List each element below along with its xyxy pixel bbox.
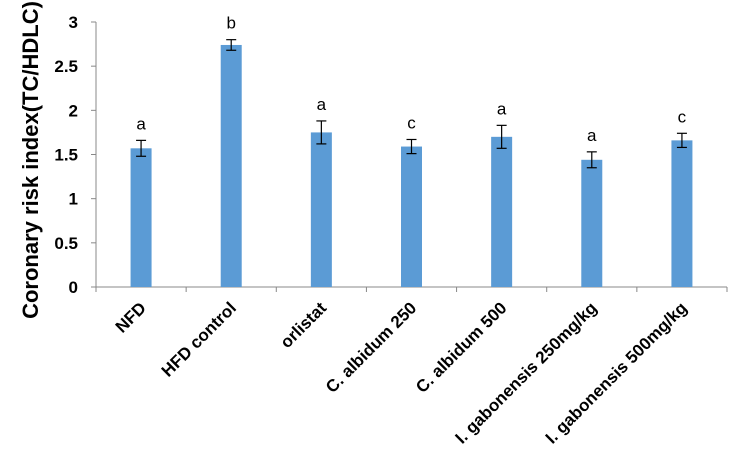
x-tick-label: NFD	[112, 298, 150, 336]
y-tick-label: 2.5	[54, 57, 78, 76]
error-bars	[136, 39, 687, 169]
error-bar	[316, 120, 327, 145]
error-bar	[226, 39, 237, 51]
significance-label: a	[136, 114, 146, 133]
y-tick-label: 1.5	[54, 146, 78, 165]
y-tick-label: 0.5	[54, 234, 78, 253]
bar	[671, 140, 693, 287]
x-tick-label: C. albidum 500	[412, 298, 510, 396]
x-tick-label: HFD control	[158, 298, 240, 380]
significance-label: c	[678, 107, 687, 126]
significance-labels: a b a c a a c	[136, 14, 686, 145]
bar	[310, 132, 332, 287]
x-tick-label: C. albidum 250	[322, 298, 420, 396]
significance-label: b	[226, 14, 235, 33]
bar	[491, 136, 513, 287]
y-tick-label: 2	[69, 101, 78, 120]
y-tick-label: 1	[69, 190, 78, 209]
error-bar	[586, 151, 597, 169]
error-bar	[496, 124, 507, 149]
error-bar	[406, 138, 417, 155]
error-bar	[676, 132, 687, 149]
significance-label: a	[497, 99, 507, 118]
significance-label: a	[317, 95, 327, 114]
bar	[220, 44, 242, 287]
y-axis-label: Coronary risk index(TC/HDLC)	[18, 1, 43, 319]
error-bar	[136, 139, 147, 157]
significance-label: a	[587, 126, 597, 145]
y-tick-label: 0	[69, 278, 78, 297]
y-tick-label: 3	[69, 13, 78, 32]
significance-label: c	[407, 113, 416, 132]
bar	[581, 159, 603, 287]
bar	[401, 146, 422, 287]
x-tick-label: orlistat	[277, 298, 331, 352]
bars	[130, 44, 693, 287]
bar	[130, 148, 152, 287]
y-tick-labels: 0 0.5 1 1.5 2 2.5 3	[54, 13, 78, 297]
